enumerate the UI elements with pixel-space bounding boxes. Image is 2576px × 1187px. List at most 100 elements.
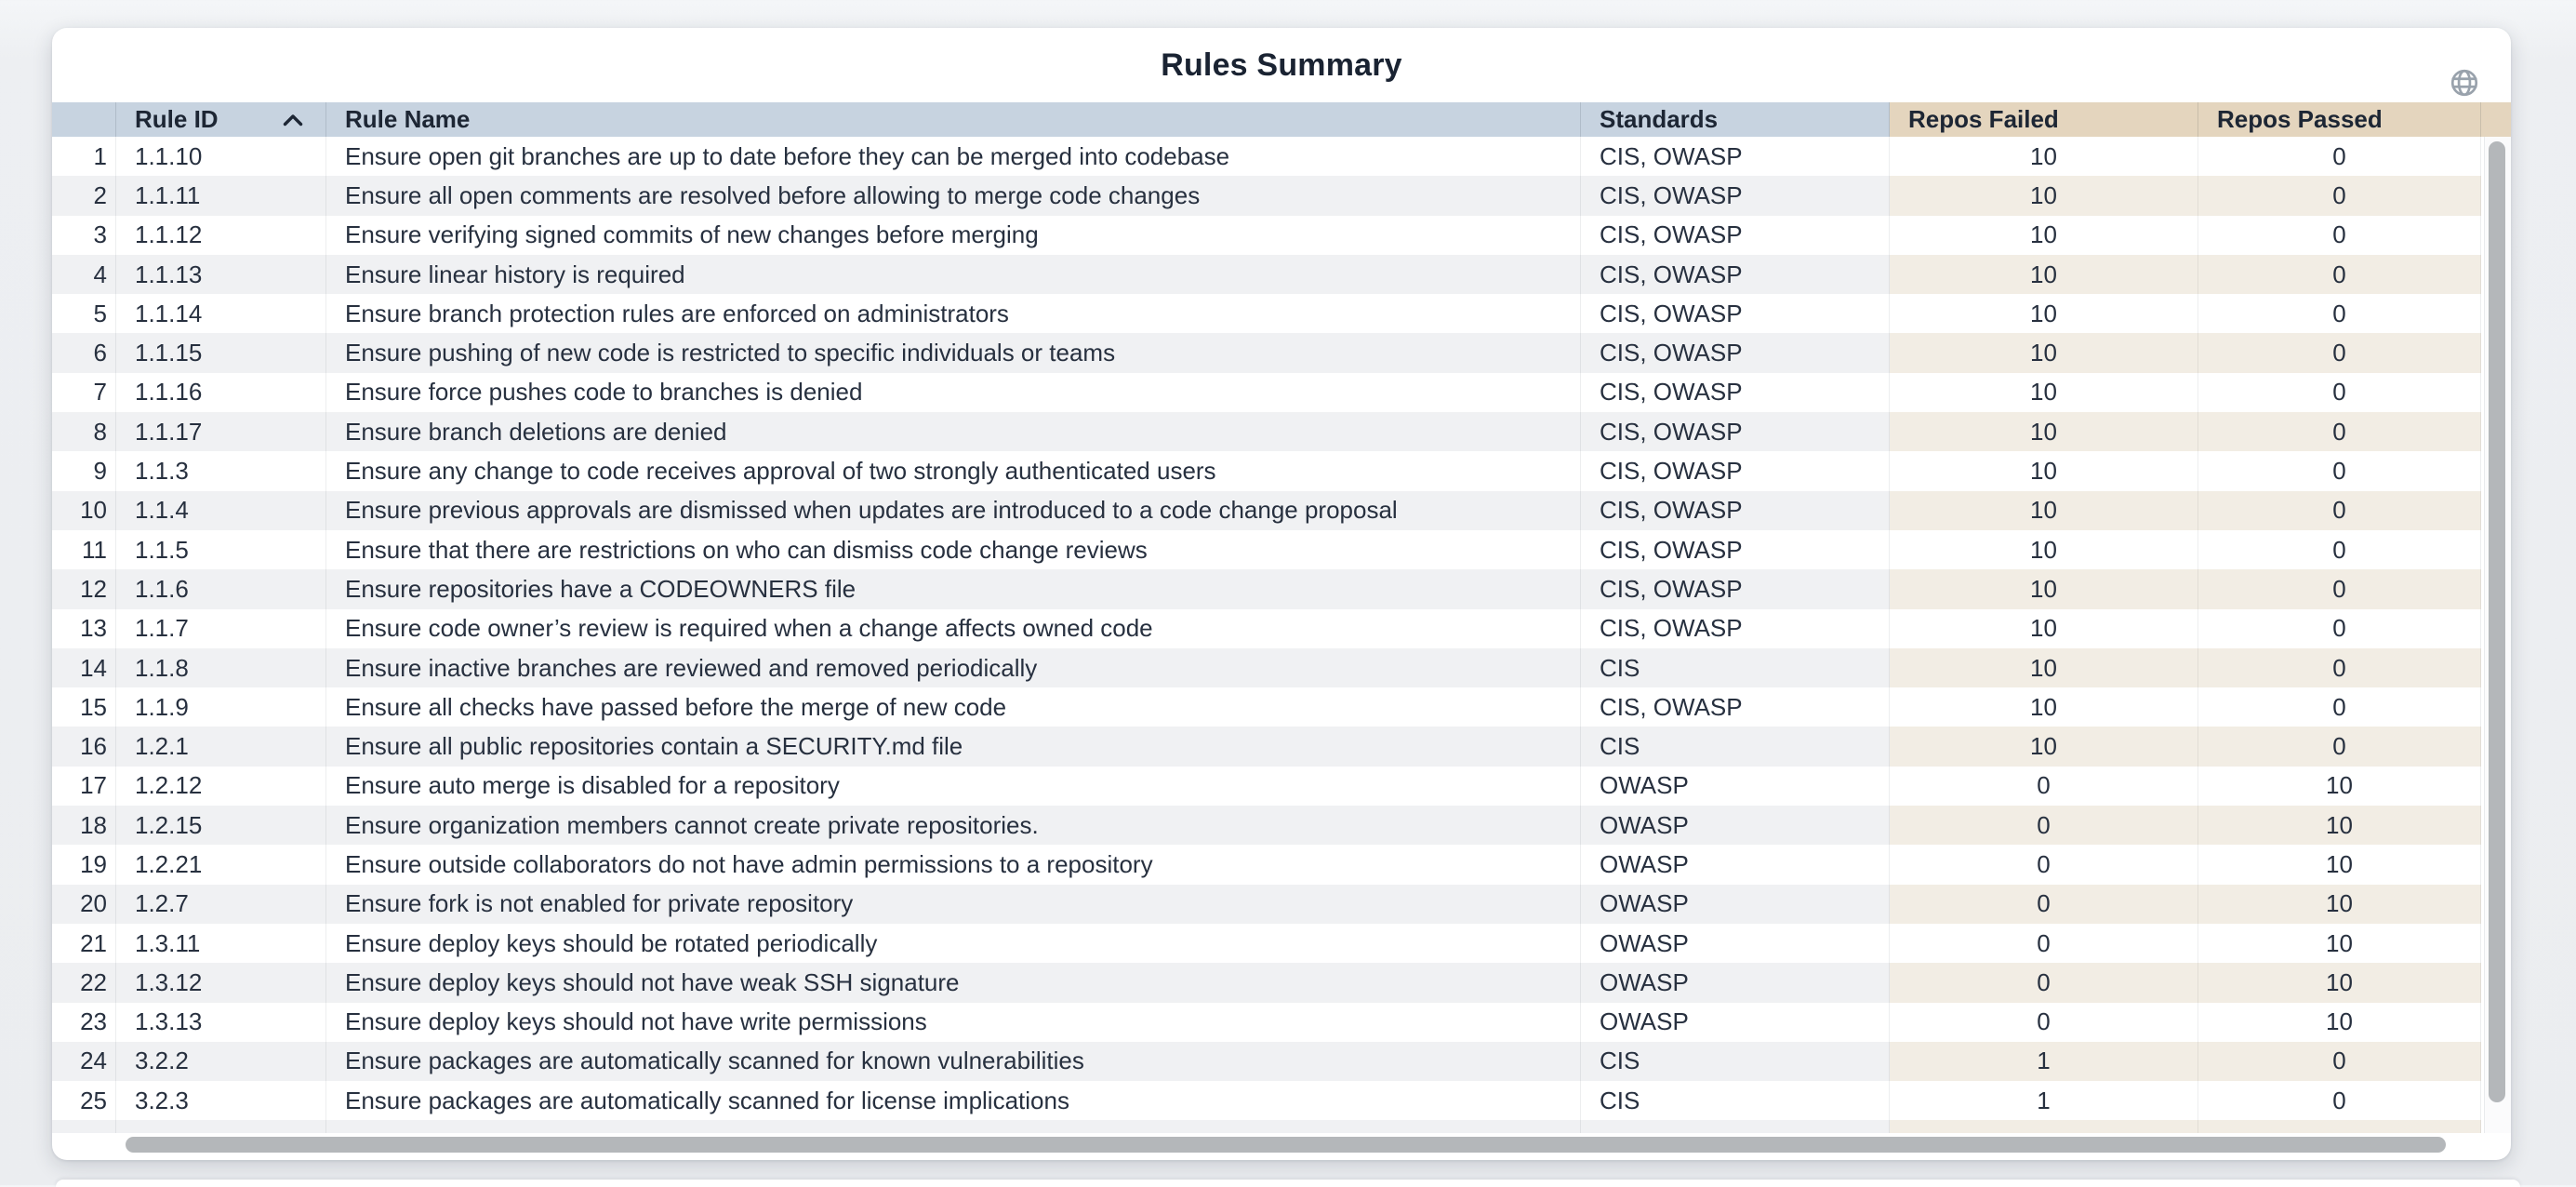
repos-passed-cell: 10 <box>2198 845 2481 885</box>
repos-failed-cell: 10 <box>1890 215 2198 255</box>
row-number-cell: 17 <box>52 766 116 807</box>
repos-failed-cell: 1 <box>1890 1081 2198 1121</box>
rule-name-cell: Ensure auto merge is disabled for a repo… <box>326 766 1581 807</box>
row-number-cell: 11 <box>52 529 116 570</box>
repos-failed-cell: 0 <box>1890 963 2198 1003</box>
standards-cell: CIS, OWASP <box>1581 412 1890 452</box>
rule-id-cell: 1.1.13 <box>116 254 326 295</box>
rule-id-cell: 1.1.6 <box>116 569 326 609</box>
rule-name-cell: Ensure packages are automatically scanne… <box>326 1041 1581 1082</box>
row-number-cell: 13 <box>52 608 116 648</box>
row-number-cell: 10 <box>52 490 116 530</box>
vertical-scrollbar-thumb[interactable] <box>2489 141 2505 1102</box>
rule-name-cell: Ensure branch protection rules are enfor… <box>326 294 1581 334</box>
rule-id-cell: 1.2.21 <box>116 845 326 885</box>
repos-failed-cell: 0 <box>1890 806 2198 846</box>
next-card-top-edge <box>56 1180 2520 1187</box>
table-row: 10 1.1.4 Ensure previous approvals are d… <box>52 490 2481 530</box>
page-title: Rules Summary <box>1161 47 1402 83</box>
rule-id-cell: 1.2.1 <box>116 727 326 767</box>
row-number-cell: 12 <box>52 569 116 609</box>
table-row: 20 1.2.7 Ensure fork is not enabled for … <box>52 884 2481 924</box>
column-header-rule-name[interactable]: Rule Name <box>326 102 1581 137</box>
repos-failed-cell: 10 <box>1890 176 2198 216</box>
table-row: 24 3.2.2 Ensure packages are automatical… <box>52 1041 2481 1082</box>
standards-cell: CIS, OWASP <box>1581 372 1890 413</box>
table-row: 11 1.1.5 Ensure that there are restricti… <box>52 529 2481 570</box>
rule-name-cell: Ensure branch deletions are denied <box>326 412 1581 452</box>
table-row: 1 1.1.10 Ensure open git branches are up… <box>52 137 2481 177</box>
table-row: 7 1.1.16 Ensure force pushes code to bra… <box>52 372 2481 413</box>
rule-id-cell: 3.2.2 <box>116 1041 326 1082</box>
rule-id-cell: 1.3.12 <box>116 963 326 1003</box>
rule-id-cell: 1.1.5 <box>116 529 326 570</box>
repos-failed-cell: 0 <box>1890 923 2198 964</box>
rule-id-cell: 1.1.7 <box>116 608 326 648</box>
repos-passed-cell: 0 <box>2198 333 2481 373</box>
rule-name-cell: Ensure any change to code receives appro… <box>326 451 1581 491</box>
standards-cell: CIS, OWASP <box>1581 451 1890 491</box>
repos-passed-cell: 10 <box>2198 963 2481 1003</box>
standards-cell: CIS <box>1581 1041 1890 1082</box>
column-header-repos-passed[interactable]: Repos Passed <box>2198 102 2481 137</box>
repos-passed-cell: 10 <box>2198 1002 2481 1042</box>
repos-passed-cell: 10 <box>2198 766 2481 807</box>
rule-id-cell: 1.2.15 <box>116 806 326 846</box>
row-number-cell: 21 <box>52 923 116 964</box>
rule-name-cell: Ensure deploy keys should be rotated per… <box>326 923 1581 964</box>
table-body: 1 1.1.10 Ensure open git branches are up… <box>52 137 2481 1133</box>
globe-icon[interactable] <box>2449 67 2480 99</box>
standards-cell: CIS, OWASP <box>1581 529 1890 570</box>
repos-passed-cell: 0 <box>2198 608 2481 648</box>
standards-cell: OWASP <box>1581 806 1890 846</box>
column-header-repos-failed[interactable]: Repos Failed <box>1890 102 2198 137</box>
repos-passed-cell: 0 <box>2198 215 2481 255</box>
table-row: 23 1.3.13 Ensure deploy keys should not … <box>52 1002 2481 1042</box>
rule-id-cell: 1.1.8 <box>116 647 326 688</box>
repos-failed-cell: 10 <box>1890 333 2198 373</box>
column-header-standards[interactable]: Standards <box>1581 102 1890 137</box>
rule-name-cell: Ensure code owner’s review is required w… <box>326 608 1581 648</box>
rule-name-cell: Ensure all open comments are resolved be… <box>326 176 1581 216</box>
standards-cell: CIS, OWASP <box>1581 137 1890 177</box>
repos-failed-cell: 0 <box>1890 884 2198 924</box>
standards-cell: OWASP <box>1581 884 1890 924</box>
horizontal-scrollbar-thumb[interactable] <box>126 1137 2446 1153</box>
rule-id-cell: 1.1.12 <box>116 215 326 255</box>
repos-failed-cell: 0 <box>1890 845 2198 885</box>
row-number-cell: 14 <box>52 647 116 688</box>
table-row: 21 1.3.11 Ensure deploy keys should be r… <box>52 923 2481 964</box>
repos-passed-cell: 0 <box>2198 569 2481 609</box>
standards-cell: CIS, OWASP <box>1581 687 1890 727</box>
row-number-cell: 15 <box>52 687 116 727</box>
table-row: 15 1.1.9 Ensure all checks have passed b… <box>52 687 2481 727</box>
row-number-cell: 5 <box>52 294 116 334</box>
repos-failed-cell: 0 <box>1890 1002 2198 1042</box>
repos-failed-cell: 10 <box>1890 451 2198 491</box>
standards-cell: CIS <box>1581 1081 1890 1121</box>
standards-cell: OWASP <box>1581 766 1890 807</box>
standards-cell: CIS, OWASP <box>1581 608 1890 648</box>
column-header-rule-id[interactable]: Rule ID <box>116 102 326 137</box>
standards-cell: CIS <box>1581 647 1890 688</box>
repos-passed-cell: 0 <box>2198 254 2481 295</box>
standards-cell: OWASP <box>1581 923 1890 964</box>
standards-cell: CIS <box>1581 727 1890 767</box>
rule-id-cell: 1.1.4 <box>116 490 326 530</box>
standards-cell: CIS, OWASP <box>1581 176 1890 216</box>
rule-name-cell: Ensure deploy keys should not have weak … <box>326 963 1581 1003</box>
table-row-partial <box>52 1120 2481 1133</box>
repos-passed-cell: 0 <box>2198 294 2481 334</box>
standards-cell: OWASP <box>1581 1002 1890 1042</box>
repos-failed-cell: 10 <box>1890 727 2198 767</box>
repos-passed-cell: 0 <box>2198 451 2481 491</box>
row-number-cell: 18 <box>52 806 116 846</box>
table-row: 14 1.1.8 Ensure inactive branches are re… <box>52 647 2481 688</box>
standards-cell: CIS, OWASP <box>1581 333 1890 373</box>
table-row: 22 1.3.12 Ensure deploy keys should not … <box>52 963 2481 1003</box>
table-row: 8 1.1.17 Ensure branch deletions are den… <box>52 412 2481 452</box>
table-row: 5 1.1.14 Ensure branch protection rules … <box>52 294 2481 334</box>
rule-id-cell: 1.2.7 <box>116 884 326 924</box>
standards-cell: OWASP <box>1581 963 1890 1003</box>
rule-name-cell: Ensure organization members cannot creat… <box>326 806 1581 846</box>
